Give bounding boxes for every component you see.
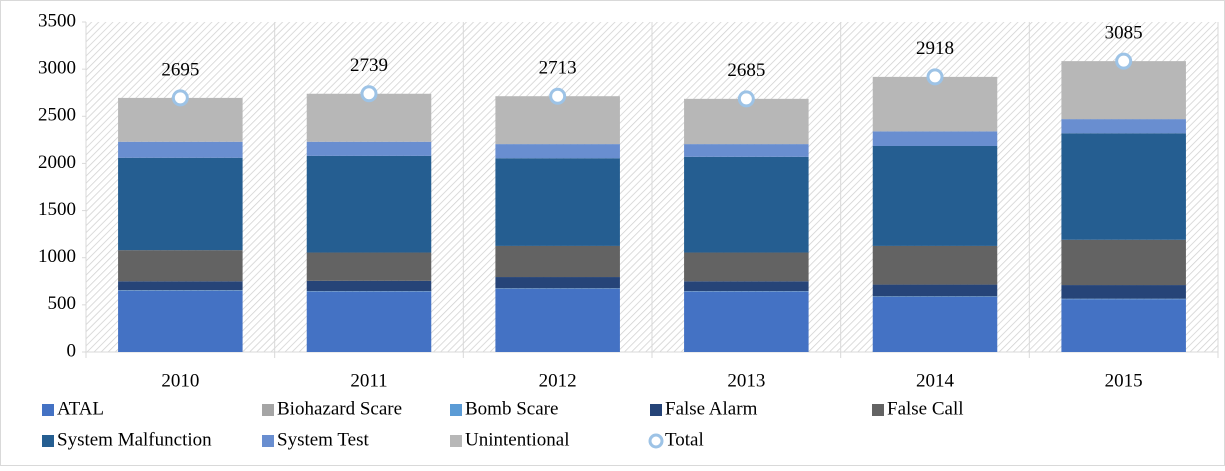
legend-label: ATAL [57,398,104,419]
y-tick-label: 1000 [38,246,76,267]
x-tick-label: 2012 [539,370,577,391]
legend-swatch [262,404,274,416]
legend-label: Unintentional [465,429,569,450]
total-marker [173,91,187,105]
x-tick-label: 2014 [916,370,955,391]
bar-segment [684,157,809,253]
bar-segment [118,250,243,281]
bar-segment [873,297,998,352]
bar-segment [1061,299,1186,352]
y-tick-label: 2500 [38,105,76,126]
bar-segment [307,253,432,281]
bar-segment [495,289,620,352]
bar-segment [307,142,432,156]
y-tick-label: 0 [67,340,77,361]
bar-segment [1061,133,1186,240]
legend-swatch [450,435,462,447]
bar-segment [1061,61,1186,119]
legend-swatch [650,404,662,416]
data-label: 2685 [727,60,765,81]
bar-segment [118,281,243,290]
bar-segment [1061,119,1186,133]
legend-label: System Malfunction [57,429,212,450]
bar-segment [495,144,620,158]
total-marker [739,92,753,106]
y-tick-label: 500 [48,293,77,314]
bar-segment [873,246,998,285]
legend-label: System Test [277,429,369,450]
bar-segment [495,246,620,277]
data-label: 2918 [916,38,954,59]
legend-swatch [262,435,274,447]
bar-segment [1061,285,1186,299]
bar-segment [873,146,998,246]
y-tick-label: 3500 [38,10,76,31]
legend-label: Biohazard Scare [277,398,402,419]
legend-marker [650,435,662,447]
legend-swatch [42,435,54,447]
x-tick-label: 2010 [161,370,199,391]
data-label: 3085 [1105,22,1143,43]
total-marker [551,89,565,103]
data-label: 2695 [161,59,199,80]
legend-swatch [450,404,462,416]
x-tick-label: 2013 [727,370,765,391]
bar-segment [684,144,809,157]
bar-segment [307,292,432,352]
y-tick-label: 1500 [38,199,76,220]
y-tick-label: 2000 [38,152,76,173]
x-tick-label: 2015 [1105,370,1143,391]
total-marker [928,70,942,84]
x-tick-label: 2011 [350,370,387,391]
bar-segment [495,277,620,288]
legend-swatch [42,404,54,416]
bar-segment [118,291,243,352]
bar-segment [118,142,243,158]
bar-segment [307,156,432,253]
legend-label: Bomb Scare [465,398,558,419]
legend-swatch [872,404,884,416]
bar-segment [873,131,998,146]
legend-label: Total [665,429,704,450]
bar-segment [684,253,809,282]
data-label: 2713 [539,58,577,79]
legend-label: False Alarm [665,398,758,419]
bar-segment [873,285,998,297]
total-marker [362,87,376,101]
bar-segment [684,281,809,291]
legend-label: False Call [887,398,964,419]
bar-segment [495,158,620,246]
y-tick-label: 3000 [38,58,76,79]
data-label: 2739 [350,55,388,76]
bar-segment [684,292,809,352]
bar-segment [1061,240,1186,285]
bar-segment [118,158,243,250]
bar-segment [307,281,432,291]
total-marker [1117,54,1131,68]
